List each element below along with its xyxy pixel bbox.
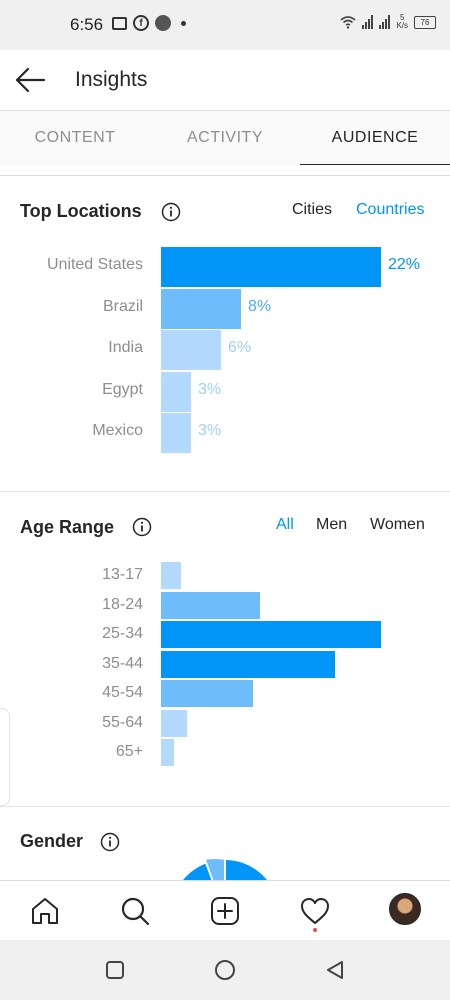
gender-pie-chart [183,859,267,880]
app-notification-icon [155,15,171,31]
age-bar [161,709,187,737]
home-button-icon[interactable] [214,959,236,981]
filter-all[interactable]: All [276,516,294,533]
signal-icon-1 [362,15,374,29]
page-title: Insights [75,68,148,91]
wifi-icon [340,16,356,29]
location-bar [161,371,191,412]
age-bar [161,650,335,678]
profile-avatar[interactable] [389,893,421,925]
location-percent: 6% [228,339,252,356]
info-icon[interactable] [132,517,152,537]
battery-icon: 76 [414,15,436,29]
age-label: 65+ [115,743,143,760]
age-label: 35-44 [102,654,143,672]
age-range-title: Age Range [20,517,115,537]
app-header: Insights [0,50,450,111]
arrow-left-icon[interactable] [14,66,46,94]
add-post-icon[interactable] [209,895,241,927]
location-bar [161,413,191,453]
message-icon [112,16,127,30]
insights-tabs: CONTENT ACTIVITY AUDIENCE [0,111,450,165]
system-navigation-bar [0,940,450,1000]
status-bar: 6:56 f 5 K/s 76 [0,0,450,50]
age-bar [161,562,181,589]
location-label: Egypt [102,380,143,398]
location-label: United States [46,256,143,273]
location-bar [161,288,241,329]
location-label: India [108,339,143,356]
location-bar [161,247,381,287]
bottom-navigation [0,880,450,941]
age-label: 45-54 [102,684,143,701]
back-button-icon[interactable] [324,959,346,981]
info-icon[interactable] [100,832,120,852]
section-divider [0,491,450,492]
recent-apps-icon[interactable] [104,959,126,981]
location-percent: 22% [388,256,421,273]
search-icon[interactable] [119,895,151,927]
network-speed: 5 K/s [396,13,408,30]
tab-content[interactable]: CONTENT [34,129,116,146]
signal-icon-2 [379,15,391,29]
top-locations-title: Top Locations [20,201,142,221]
location-percent: 3% [198,380,222,398]
location-label: Brazil [102,297,143,315]
age-bar [161,621,381,648]
filter-cities[interactable]: Cities [292,201,333,218]
age-label: 18-24 [102,595,143,613]
status-time: 6:56 [70,15,104,34]
facebook-icon: f [133,15,149,31]
tab-audience[interactable]: AUDIENCE [300,111,450,165]
age-bar [161,739,174,766]
age-label: 13-17 [102,566,143,583]
location-label: Mexico [92,422,143,439]
edge-panel-handle[interactable] [0,708,10,806]
activity-heart-icon[interactable] [299,895,331,927]
age-bar [161,680,253,707]
filter-men[interactable]: Men [316,516,348,533]
location-bar [161,330,221,370]
tab-activity[interactable]: ACTIVITY [186,129,263,146]
gender-title: Gender [20,831,84,851]
location-percent: 8% [248,297,272,315]
age-bar [161,591,260,619]
age-label: 25-34 [102,625,143,642]
section-divider [0,806,450,807]
filter-countries[interactable]: Countries [356,201,425,218]
notification-dot [313,928,317,932]
age-label: 55-64 [102,713,143,731]
scrolled-content-edge [0,165,450,176]
filter-women[interactable]: Women [370,516,425,533]
location-percent: 3% [198,422,222,439]
home-icon[interactable] [29,895,61,927]
more-notifications-icon [181,20,186,26]
info-icon[interactable] [161,202,181,222]
